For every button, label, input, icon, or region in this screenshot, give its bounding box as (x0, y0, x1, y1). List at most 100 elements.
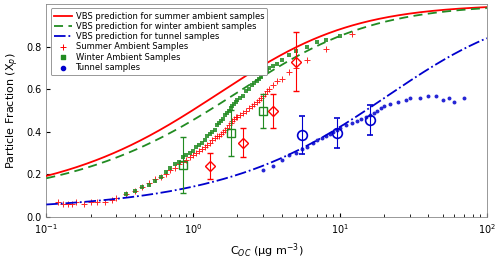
Point (206, 132, 214, 136)
Point (213, 134, 221, 138)
Point (245, 87, 253, 91)
VBS prediction for winter ambient samples (282, 62, 288, 65)
Point (162, 170, 170, 175)
Point (201, 138, 209, 143)
Point (245, 106, 253, 111)
Point (166, 166, 174, 170)
Point (269, 64, 277, 68)
Point (130, 189, 138, 194)
Point (201, 145, 209, 149)
Point (221, 113, 229, 117)
VBS prediction for tunnel samples (306, 143, 312, 147)
Point (151, 177, 159, 181)
VBS prediction for summer ambient samples (255, 67, 261, 70)
Point (298, 147, 306, 151)
Point (240, 111, 248, 115)
Point (278, 57, 285, 62)
Point (215, 134, 223, 138)
Point (228, 104, 236, 109)
Point (210, 128, 218, 132)
Point (234, 98, 241, 102)
Point (122, 191, 130, 196)
Point (326, 132, 334, 136)
Line: VBS prediction for winter ambient samples: VBS prediction for winter ambient sample… (46, 8, 487, 178)
Point (156, 175, 164, 179)
Point (64, 202, 72, 206)
Point (101, 200, 109, 204)
Point (230, 117, 238, 121)
VBS prediction for summer ambient samples (282, 51, 288, 55)
Point (336, 125, 344, 130)
VBS prediction for tunnel samples (44, 203, 50, 206)
Point (145, 181, 153, 185)
Point (304, 57, 312, 62)
Point (266, 66, 274, 70)
Point (179, 159, 187, 164)
Point (318, 136, 326, 140)
Point (232, 100, 240, 104)
Point (386, 102, 394, 106)
Point (332, 128, 340, 132)
Point (240, 93, 248, 98)
Point (236, 96, 244, 100)
Point (252, 79, 260, 83)
VBS prediction for winter ambient samples (484, 7, 490, 10)
VBS prediction for tunnel samples (282, 155, 288, 158)
Point (219, 130, 227, 134)
Point (171, 166, 179, 170)
Point (236, 113, 244, 117)
VBS prediction for tunnel samples (255, 166, 261, 169)
Point (313, 40, 321, 45)
Point (86, 200, 94, 204)
Point (208, 130, 216, 134)
Point (92, 200, 100, 204)
Point (278, 77, 285, 81)
Point (257, 96, 265, 100)
Point (292, 49, 300, 53)
Point (394, 100, 402, 104)
Point (250, 81, 258, 85)
Point (59, 202, 67, 206)
Point (308, 140, 316, 145)
Point (204, 134, 212, 138)
VBS prediction for summer ambient samples (44, 174, 50, 177)
VBS prediction for summer ambient samples (404, 12, 410, 16)
VBS prediction for summer ambient samples (484, 6, 490, 9)
Point (72, 200, 80, 204)
Point (171, 162, 179, 166)
Point (255, 77, 263, 81)
Point (380, 104, 388, 109)
Point (374, 109, 382, 113)
Point (151, 179, 159, 183)
Point (225, 123, 233, 128)
VBS prediction for tunnel samples (473, 41, 479, 44)
Point (377, 106, 385, 111)
Point (416, 96, 424, 100)
Point (438, 98, 446, 102)
Point (406, 96, 414, 100)
VBS prediction for summer ambient samples (473, 6, 479, 9)
Point (54, 200, 62, 204)
Point (217, 132, 225, 136)
VBS prediction for winter ambient samples (473, 7, 479, 10)
Point (242, 89, 250, 93)
Point (259, 168, 267, 172)
Point (221, 128, 229, 132)
Point (210, 136, 218, 140)
Line: VBS prediction for tunnel samples: VBS prediction for tunnel samples (46, 38, 487, 205)
Point (182, 157, 190, 162)
VBS prediction for summer ambient samples (252, 68, 258, 71)
Point (292, 151, 300, 155)
Point (266, 87, 274, 91)
Point (228, 119, 236, 123)
Point (232, 115, 240, 119)
Point (138, 185, 146, 189)
Point (460, 96, 468, 100)
Point (257, 74, 265, 79)
Point (370, 111, 378, 115)
Point (182, 153, 190, 157)
X-axis label: C$_{OC}$ (μg m$^{-3}$): C$_{OC}$ (μg m$^{-3}$) (230, 241, 304, 260)
Point (189, 153, 197, 157)
Point (304, 145, 312, 149)
Point (255, 98, 263, 102)
